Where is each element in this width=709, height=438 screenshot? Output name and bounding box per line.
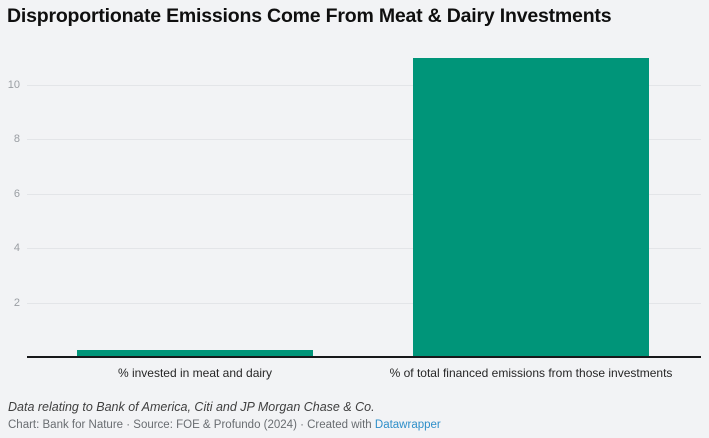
x-axis-label-meat-dairy: % invested in meat and dairy	[117, 366, 273, 380]
gridline	[27, 85, 701, 86]
y-tick-label: 2	[13, 296, 20, 309]
gridline	[27, 139, 701, 141]
y-tick-label: 4	[13, 242, 20, 255]
footer-byline: Chart: Bank for Nature · Source: FOE & P…	[8, 419, 441, 431]
x-axis-label-financed-emissions: % of total financed emissions from those…	[389, 366, 673, 380]
chart-title: Disproportionate Emissions Come From Mea…	[7, 5, 612, 27]
bar-1[interactable]	[77, 350, 313, 357]
byline-text: Chart: Bank for Nature · Source: FOE & P…	[8, 419, 375, 431]
y-tick-label: 8	[13, 133, 20, 146]
y-tick-label: 10	[7, 79, 20, 91]
gridline	[27, 248, 701, 250]
y-tick-label: 6	[13, 187, 20, 200]
datawrapper-link[interactable]: Datawrapper	[374, 419, 441, 431]
gridline	[27, 302, 701, 304]
footer-note: Data relating to Bank of America, Citi a…	[8, 400, 375, 414]
x-axis-line	[27, 356, 701, 358]
gridline	[27, 193, 701, 195]
bar-2[interactable]	[413, 57, 649, 357]
